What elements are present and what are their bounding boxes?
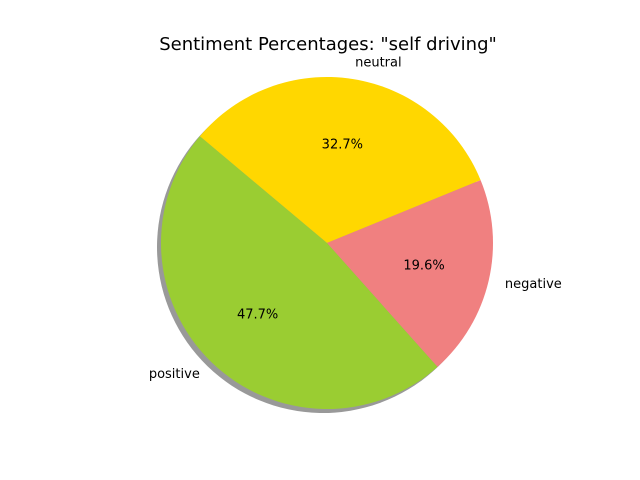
slice-percent-positive: 47.7% bbox=[237, 307, 278, 322]
slice-label-positive: positive bbox=[149, 367, 200, 382]
slice-label-neutral: neutral bbox=[355, 56, 402, 71]
pie-slice-negative bbox=[327, 180, 493, 367]
slice-label-negative: negative bbox=[505, 277, 562, 292]
pie-slice-neutral bbox=[199, 77, 481, 243]
pie-slice-positive bbox=[161, 136, 438, 409]
chart-title: Sentiment Percentages: "self driving" bbox=[159, 34, 497, 55]
slice-percent-neutral: 32.7% bbox=[322, 138, 363, 153]
slice-percent-negative: 19.6% bbox=[403, 258, 444, 273]
